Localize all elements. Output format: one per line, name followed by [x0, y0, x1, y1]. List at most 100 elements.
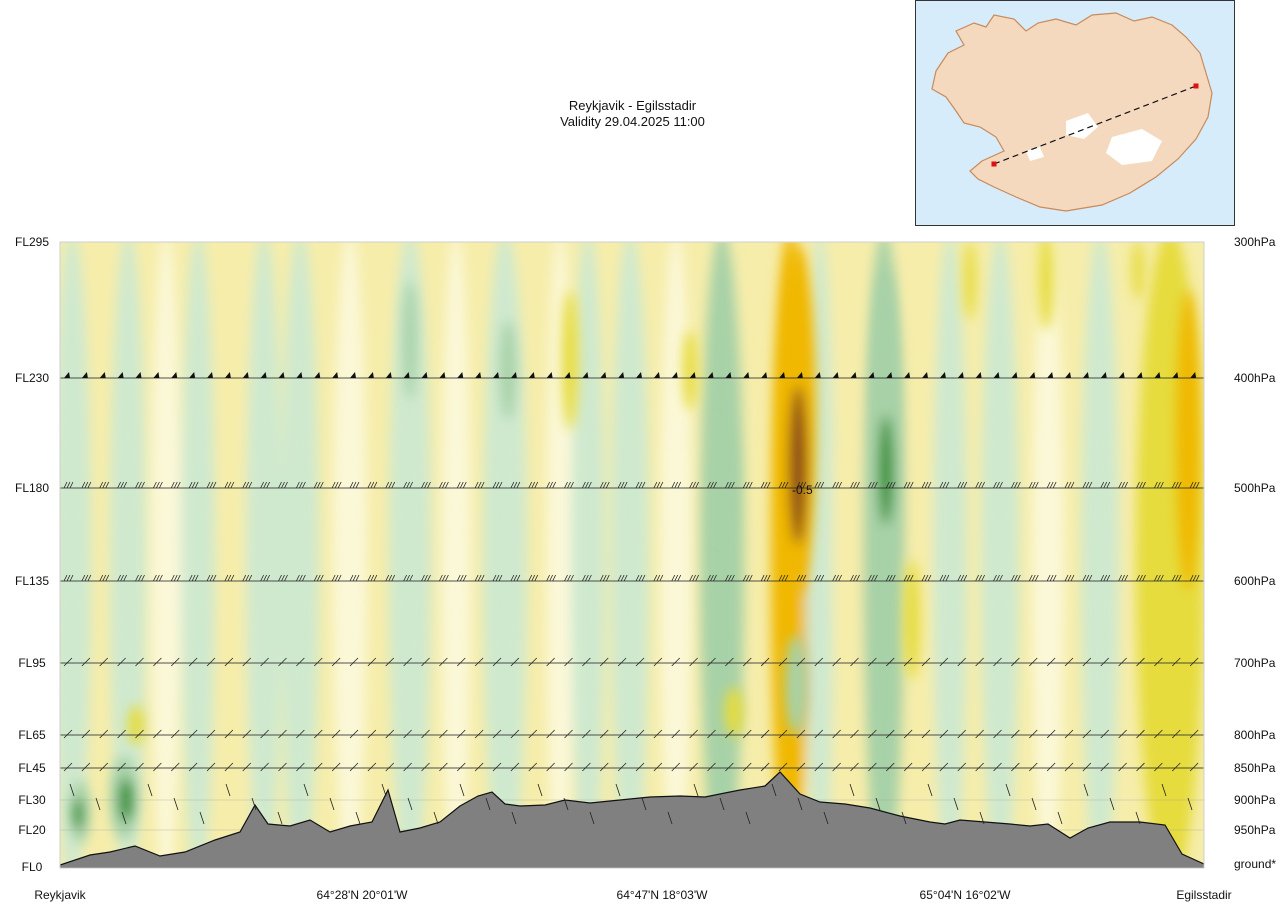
wind-barb	[1085, 574, 1090, 582]
wind-barb	[1067, 574, 1072, 582]
wind-barb	[153, 372, 160, 378]
wind-barb	[564, 372, 571, 378]
wind-barb	[135, 574, 139, 582]
wind-barb	[851, 236, 857, 242]
wind-barb	[334, 481, 339, 489]
wind-barb	[212, 574, 217, 582]
wind-barb	[891, 481, 896, 489]
wind-barb	[671, 657, 681, 667]
wind-barb	[159, 481, 163, 489]
wind-barb	[81, 481, 86, 489]
wind-barb	[332, 372, 339, 378]
wind-barb	[385, 574, 390, 582]
wind-barb	[99, 729, 109, 739]
wind-barb	[784, 481, 789, 489]
wind-barb	[745, 811, 751, 825]
chart-title: Reykjavik - Egilsstadir	[568, 98, 697, 113]
wind-barb	[868, 236, 874, 242]
wind-barb	[856, 481, 860, 489]
wind-barb	[407, 797, 413, 811]
wind-barb	[1189, 762, 1199, 772]
wind-barb	[498, 574, 503, 582]
right-axis-tick: 500hPa	[1234, 481, 1276, 495]
wind-barb	[260, 574, 264, 582]
wind-barb	[516, 574, 521, 582]
wind-barb	[386, 236, 392, 242]
wind-barb	[671, 729, 681, 739]
wind-barb	[742, 481, 747, 489]
wind-barb	[284, 481, 288, 489]
wind-barb	[277, 811, 283, 825]
wind-barb	[296, 574, 300, 582]
wind-barb	[477, 481, 482, 489]
wind-barb	[123, 574, 127, 582]
wind-barb	[105, 574, 110, 582]
wind-barb	[1028, 481, 1033, 489]
wind-barb	[1118, 481, 1122, 489]
wind-barb	[403, 657, 412, 667]
wind-barb	[725, 657, 734, 667]
wind-barb	[975, 762, 984, 772]
wind-barb	[135, 729, 144, 739]
wind-barb	[1049, 574, 1054, 582]
wind-barb	[850, 372, 857, 378]
wind-barb	[313, 574, 318, 582]
wind-barb	[582, 729, 591, 739]
wind-barb	[260, 729, 269, 739]
wind-barb	[838, 481, 842, 489]
wind-barb	[588, 574, 592, 582]
wind-barb	[778, 729, 788, 739]
field-core-1	[789, 385, 807, 545]
wind-barb	[832, 729, 841, 739]
wind-barb	[263, 574, 267, 582]
wind-barb	[760, 481, 765, 489]
wind-barb	[117, 372, 124, 378]
wind-barb	[549, 574, 553, 582]
wind-barbs	[60, 236, 1204, 825]
wind-barb	[135, 657, 144, 667]
wind-barb	[1100, 574, 1105, 582]
wind-barb	[170, 574, 175, 582]
wind-barb	[492, 729, 502, 739]
right-axis-tick: 950hPa	[1234, 823, 1276, 837]
wind-barb	[117, 762, 126, 772]
wind-barb	[656, 481, 661, 489]
wind-barb	[1088, 481, 1093, 489]
wind-barb	[99, 372, 106, 378]
wind-barb	[1011, 729, 1020, 739]
wind-barb	[350, 372, 356, 378]
wind-barb	[439, 762, 448, 772]
wind-barb	[1014, 574, 1018, 582]
wind-barb	[207, 372, 213, 378]
wind-barb	[224, 762, 234, 772]
wind-barb	[188, 657, 198, 667]
wind-barb-row-3	[60, 574, 1204, 582]
wind-barb	[743, 236, 749, 242]
wind-barb	[349, 481, 354, 489]
wind-barb	[1154, 481, 1158, 489]
wind-barb	[69, 481, 74, 489]
wind-barb	[69, 783, 75, 797]
wind-barb	[1047, 236, 1053, 242]
wind-barb	[999, 574, 1003, 582]
wind-barb	[1160, 481, 1164, 489]
wind-barb	[760, 574, 765, 582]
wind-barb	[1139, 574, 1143, 582]
wind-barb	[1034, 574, 1039, 582]
wind-barb	[957, 481, 962, 489]
wind-barb	[224, 372, 231, 378]
wind-barb	[457, 236, 463, 242]
wind-barb	[319, 574, 324, 582]
wind-barb	[480, 574, 485, 582]
wind-barb	[725, 729, 734, 739]
wind-barb	[868, 762, 877, 772]
wind-barb	[814, 481, 819, 489]
wind-barb	[421, 372, 428, 378]
left-axis-tick: FL30	[18, 793, 46, 807]
wind-barb	[1136, 574, 1140, 582]
wind-barb	[761, 372, 768, 378]
field-core-8	[904, 560, 920, 680]
wind-barb	[638, 481, 643, 489]
x-axis-tick: Reykjavik	[34, 888, 86, 902]
wind-barb	[924, 481, 929, 489]
